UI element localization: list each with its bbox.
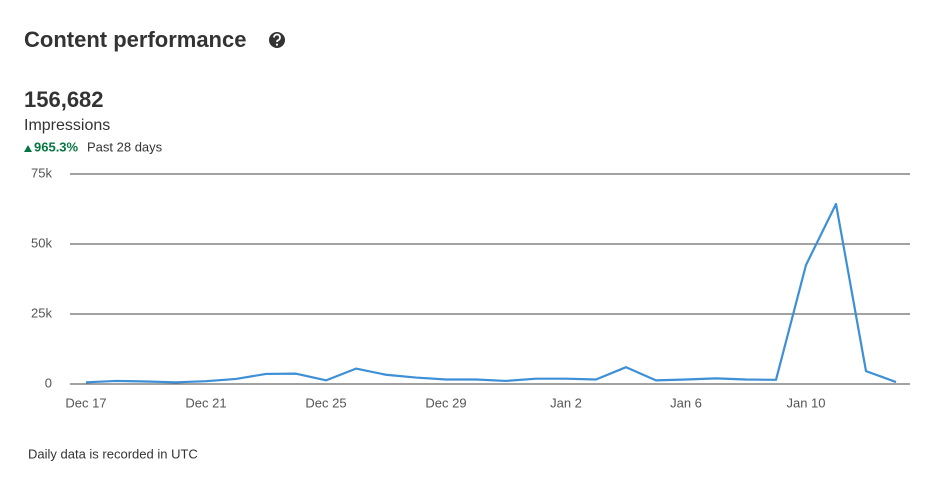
x-tick-label: Dec 29 [425, 395, 466, 410]
up-arrow [24, 145, 32, 152]
y-tick-label: 50k [31, 235, 52, 250]
y-tick-label: 75k [31, 165, 52, 180]
help-icon[interactable] [269, 32, 285, 48]
x-tick-label: Jan 6 [670, 395, 702, 410]
x-tick-label: Dec 17 [65, 395, 106, 410]
x-tick-label: Jan 10 [786, 395, 825, 410]
metric: Impressions [24, 117, 110, 134]
change: 965.3% [34, 139, 79, 154]
x-tick-label: Jan 2 [550, 395, 582, 410]
title: Content performance [24, 27, 246, 52]
x-tick-label: Dec 25 [305, 395, 346, 410]
line [85, 202, 897, 384]
period: Past 28 days [87, 139, 163, 154]
footer-note: Daily data is recorded in UTC [28, 446, 198, 461]
y-tick-label: 25k [31, 305, 52, 320]
x-tick-label: Dec 21 [185, 395, 226, 410]
total: 156,682 [24, 87, 104, 112]
y-tick-label: 0 [45, 375, 52, 390]
